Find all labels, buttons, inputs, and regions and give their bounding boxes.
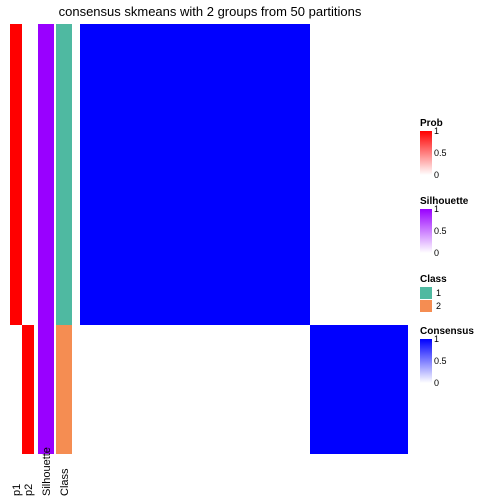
- x-label-class: Class: [59, 468, 71, 496]
- legend-item: 2: [420, 300, 500, 312]
- legend-tick: 0.5: [434, 227, 447, 236]
- anno-col-p1: [10, 24, 22, 454]
- anno-col-silhouette: [38, 24, 54, 454]
- legend-swatch: [420, 287, 432, 299]
- legend-gradient: 10.50: [420, 209, 432, 253]
- plot-area: [10, 24, 410, 454]
- legend-tick: 0.5: [434, 149, 447, 158]
- x-label-p2: p2: [23, 484, 35, 496]
- legend-tick: 1: [434, 205, 439, 214]
- legend-title: Class: [420, 274, 500, 285]
- legend-title: Consensus: [420, 326, 500, 337]
- legend-swatch-label: 1: [436, 288, 441, 298]
- legend-tick: 0.5: [434, 357, 447, 366]
- x-label-p1: p1: [11, 484, 23, 496]
- legend-swatch: [420, 300, 432, 312]
- anno-segment: [56, 24, 72, 325]
- legend-class: Class 1 2: [420, 274, 500, 313]
- legend-tick: 1: [434, 127, 439, 136]
- legend-prob: Prob 10.50: [420, 118, 500, 175]
- legend-tick: 1: [434, 335, 439, 344]
- anno-segment: [56, 325, 72, 454]
- anno-segment: [10, 24, 22, 325]
- legend-gradient: 10.50: [420, 339, 432, 383]
- anno-segment: [10, 325, 22, 454]
- legend-title: Prob: [420, 118, 500, 129]
- anno-col-class: [56, 24, 72, 454]
- legend-title: Silhouette: [420, 196, 500, 207]
- anno-segment: [22, 24, 34, 325]
- legend-item: 1: [420, 287, 500, 299]
- legend-tick: 0: [434, 249, 439, 258]
- anno-col-p2: [22, 24, 34, 454]
- legend-swatch-label: 2: [436, 301, 441, 311]
- anno-segment: [22, 325, 34, 454]
- legend-tick: 0: [434, 171, 439, 180]
- legend-tick: 0: [434, 379, 439, 388]
- chart-title: consensus skmeans with 2 groups from 50 …: [0, 4, 420, 19]
- anno-segment: [38, 24, 54, 454]
- legend-silhouette: Silhouette 10.50: [420, 196, 500, 253]
- heatmap-block: [310, 325, 408, 454]
- legend-gradient: 10.50: [420, 131, 432, 175]
- heatmap-block: [80, 24, 310, 325]
- legend-consensus: Consensus 10.50: [420, 326, 500, 383]
- consensus-heatmap: [80, 24, 408, 454]
- x-label-silhouette: Silhouette: [41, 447, 53, 496]
